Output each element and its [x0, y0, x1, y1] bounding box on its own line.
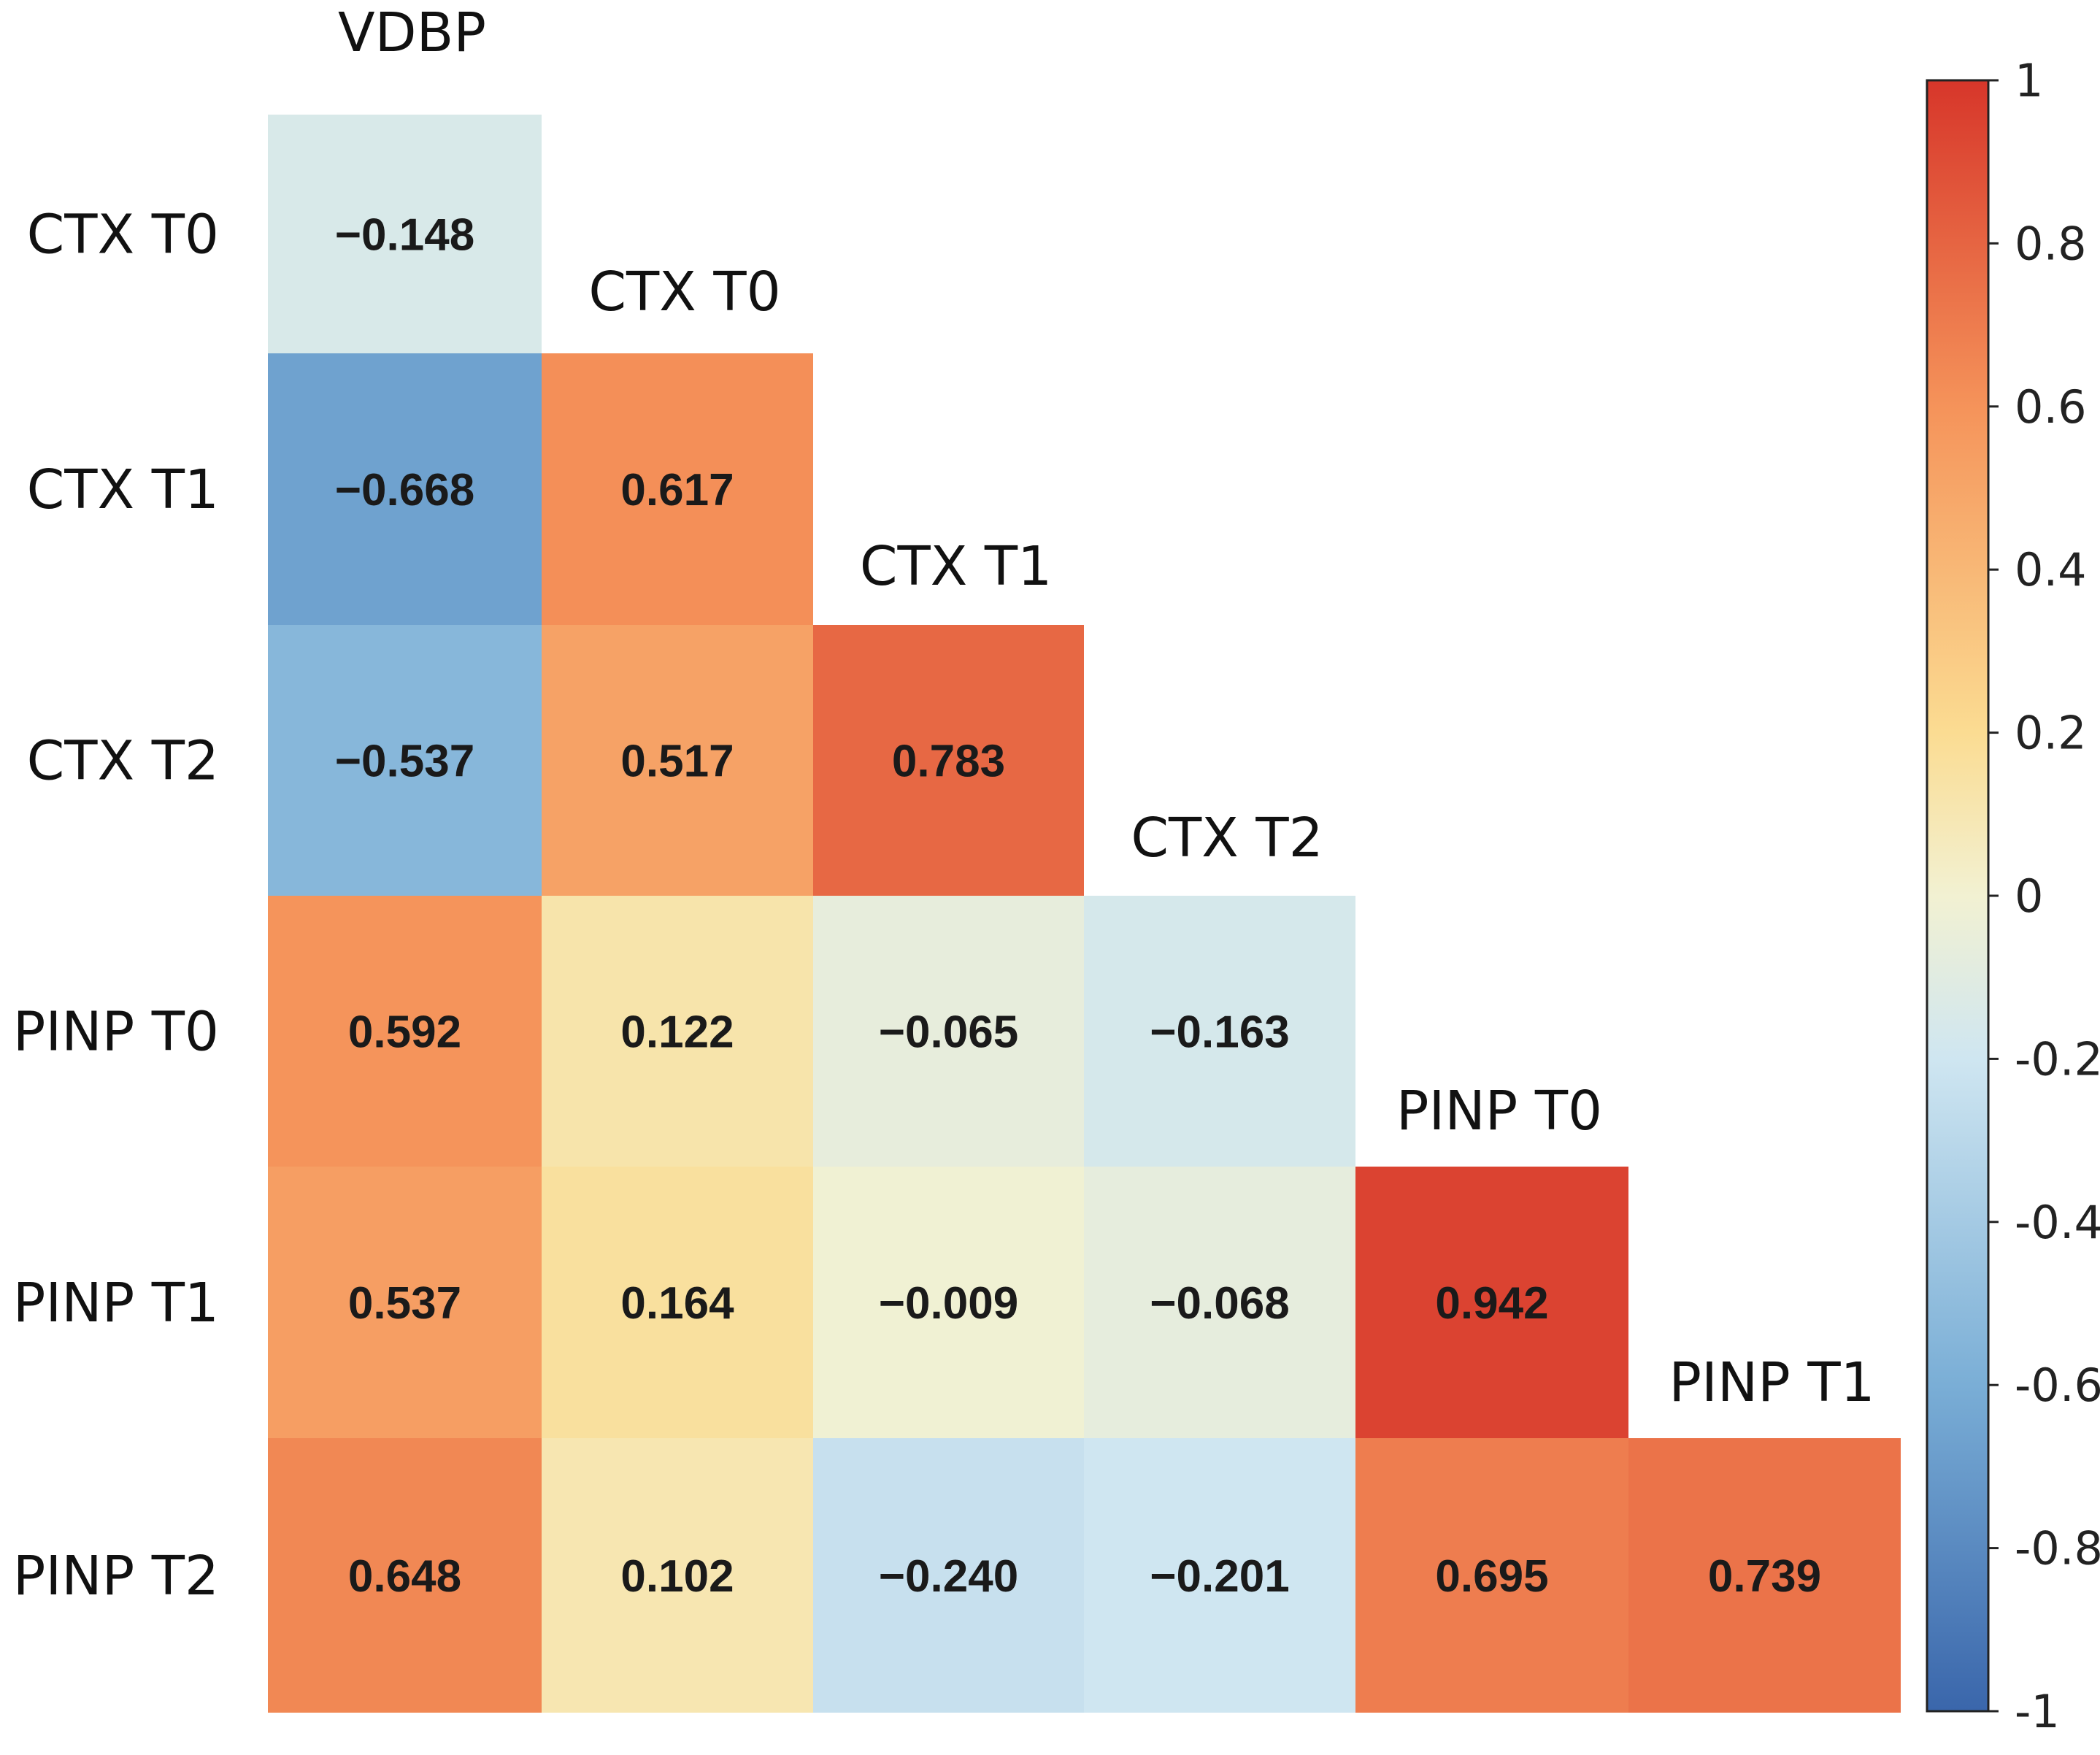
cell-value-label: 0.592 [348, 1007, 461, 1058]
colorbar-tick-label: -1 [2015, 1685, 2060, 1738]
cell-value-label: 0.164 [620, 1278, 734, 1329]
colorbar-ticks: 1 0.8 0.6 0.4 0.2 0 -0.2 -0.4 -0.6 -0.8 -1 [1988, 54, 2100, 1738]
heatmap-cell [542, 1167, 813, 1438]
cell-value-label: 0.739 [1708, 1551, 1821, 1602]
row-label: CTX T0 [27, 204, 219, 266]
cell-value-label: −0.163 [1150, 1007, 1289, 1058]
heatmap-cell [268, 1167, 542, 1438]
heatmap-cell [268, 1438, 542, 1713]
cell-value-label: −0.201 [1150, 1551, 1289, 1602]
colorbar: 1 0.8 0.6 0.4 0.2 0 -0.2 -0.4 -0.6 -0.8 -1 [1926, 54, 2100, 1738]
column-label: CTX T2 [1131, 807, 1323, 869]
heatmap-cell [1355, 1167, 1628, 1438]
colorbar-tick-label: 0.6 [2015, 380, 2087, 434]
colorbar-tick-label: -0.2 [2015, 1032, 2100, 1086]
column-label: PINP T0 [1396, 1080, 1602, 1143]
heatmap-cell [1084, 896, 1355, 1167]
cell-value-label: −0.240 [879, 1551, 1018, 1602]
heatmap-cell [542, 353, 813, 625]
colorbar-tick-label: 0 [2015, 869, 2043, 923]
heatmap-cell [1628, 1438, 1901, 1713]
cell-value-label: −0.068 [1150, 1278, 1289, 1329]
heatmap-cells: −0.148 −0.668 0.617 −0.537 0.517 0.783 0.592 0.… [268, 115, 1901, 1713]
cell-value-label: 0.122 [620, 1007, 734, 1058]
heatmap-cell [813, 625, 1084, 896]
cell-value-label: −0.148 [335, 210, 474, 261]
row-label: PINP T2 [13, 1545, 219, 1608]
colorbar-tick-label: 1 [2015, 54, 2043, 107]
cell-value-label: −0.009 [879, 1278, 1018, 1329]
cell-value-label: 0.102 [620, 1551, 734, 1602]
row-label: CTX T1 [27, 458, 219, 521]
column-label: CTX T0 [588, 261, 780, 323]
cell-value-label: 0.537 [348, 1278, 461, 1329]
colorbar-tick-label: -0.4 [2015, 1196, 2100, 1249]
cell-value-label: 0.942 [1435, 1278, 1548, 1329]
colorbar-tick-label: 0.4 [2015, 543, 2087, 596]
heatmap-cell [268, 896, 542, 1167]
column-label: PINP T1 [1669, 1351, 1874, 1414]
column-label: CTX T1 [860, 535, 1052, 598]
heatmap-cell [542, 625, 813, 896]
row-label: PINP T0 [13, 1001, 219, 1064]
heatmap-cell [542, 1438, 813, 1713]
column-labels: VDBP CTX T0 CTX T1 CTX T2 PINP T0 PINP T1 [338, 1, 1875, 1414]
cell-value-label: 0.517 [620, 737, 734, 787]
cell-value-label: −0.537 [335, 737, 474, 787]
heatmap-cell [1355, 1438, 1628, 1713]
colorbar-tick-label: 0.8 [2015, 217, 2087, 270]
heatmap-cell [1084, 1438, 1355, 1713]
cell-value-label: 0.617 [620, 465, 734, 515]
colorbar-tick-label: 0.2 [2015, 707, 2087, 760]
row-label: PINP T1 [13, 1272, 219, 1335]
heatmap-cell [542, 896, 813, 1167]
heatmap-cell [268, 115, 542, 353]
column-label: VDBP [338, 1, 486, 64]
row-label: CTX T2 [27, 730, 219, 793]
colorbar-tick-label: -0.8 [2015, 1522, 2100, 1575]
cell-value-label: 0.783 [892, 737, 1005, 787]
heatmap-cell [268, 353, 542, 625]
cell-value-label: 0.648 [348, 1551, 461, 1602]
heatmap-cell [268, 625, 542, 896]
row-labels: CTX T0 CTX T1 CTX T2 PINP T0 PINP T1 PINP T2 [13, 204, 219, 1608]
heatmap-cell [813, 1167, 1084, 1438]
colorbar-tick-label: -0.6 [2015, 1359, 2100, 1412]
colorbar-bar [1926, 79, 1990, 1713]
cell-value-label: −0.065 [879, 1007, 1018, 1058]
cell-value-label: 0.695 [1435, 1551, 1548, 1602]
heatmap-cell [1084, 1167, 1355, 1438]
cell-value-label: −0.668 [335, 465, 474, 515]
heatmap-cell [813, 896, 1084, 1167]
heatmap-cell [813, 1438, 1084, 1713]
